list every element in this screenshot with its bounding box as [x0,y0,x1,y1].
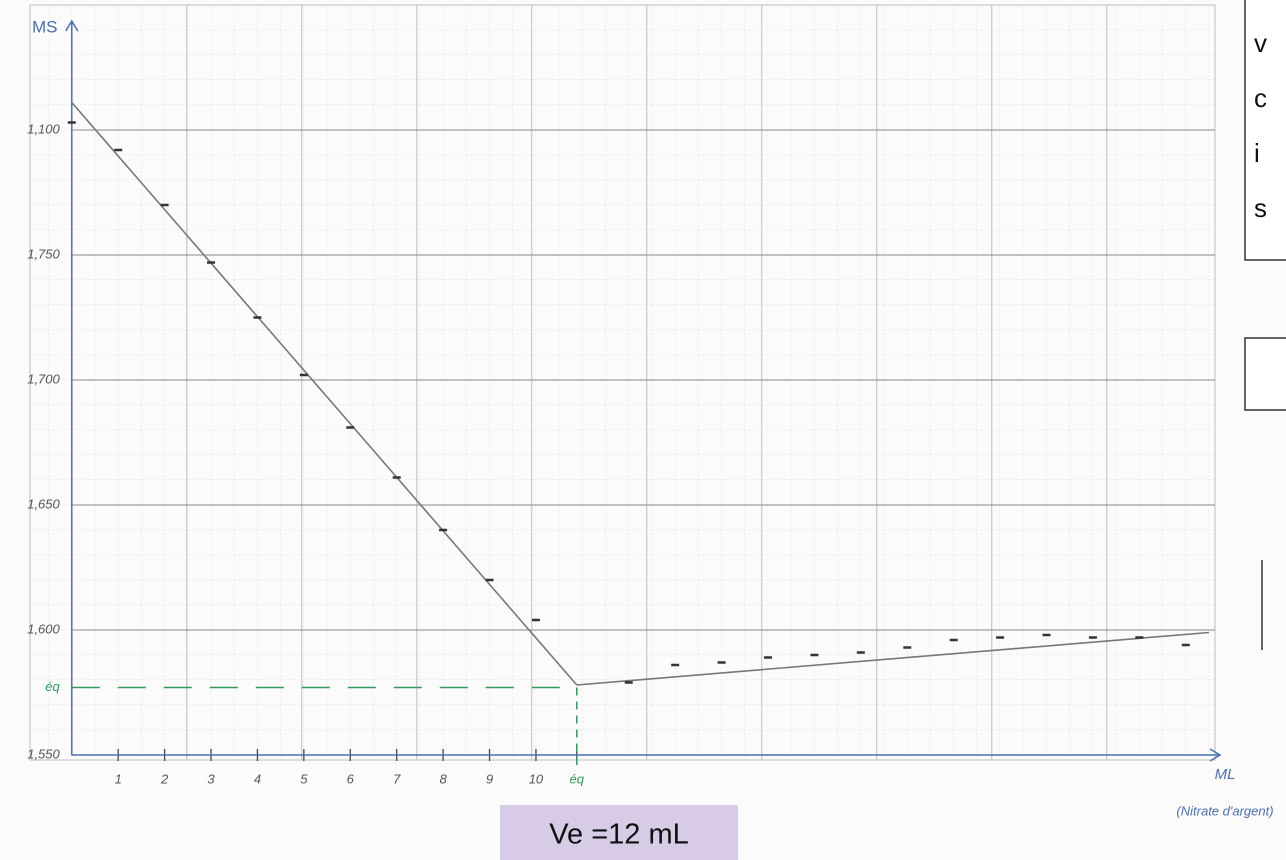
x-tick-label: 5 [300,771,308,786]
y-tick-label: 1,700 [27,371,60,386]
annotation: Ve =12 mL [549,819,688,851]
side-note-line: c [1254,83,1267,113]
x-tick-label: 2 [160,771,169,786]
x-tick-label: 4 [254,771,261,786]
y-tick-label: 1,600 [27,621,60,636]
y-tick-label: 1,750 [27,246,60,261]
x-tick-label: 8 [439,771,447,786]
y-tick-label: éq [45,679,60,694]
x-tick-label: 3 [207,771,215,786]
y-tick-label: 1,550 [27,746,60,761]
chart: Ve =12 mL MS ML (Nitrate d'argent) 1,550… [0,0,1286,860]
x-axis-label: ML [1215,766,1236,783]
x-tick-label: 10 [529,771,544,786]
y-axis-label: MS [32,17,58,36]
y-tick-label: 1,100 [27,121,60,136]
x-tick-label: éq [570,771,585,786]
x-tick-label: 9 [486,771,493,786]
side-note-line: i [1254,138,1260,168]
x-axis-sublabel: (Nitrate d'argent) [1176,803,1273,818]
side-box [1245,338,1286,410]
side-note-line: v [1254,28,1267,58]
page: Ve =12 mL MS ML (Nitrate d'argent) 1,550… [0,0,1286,860]
side-note-line: s [1254,193,1267,223]
x-tick-label: 1 [115,771,122,786]
y-tick-label: 1,650 [27,496,60,511]
x-tick-label: 6 [347,771,355,786]
x-tick-label: 7 [393,771,401,786]
